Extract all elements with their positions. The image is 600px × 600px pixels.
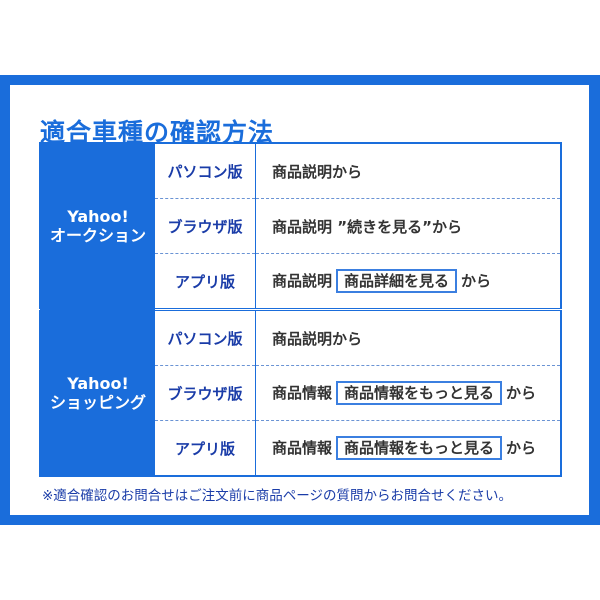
service-name-line2: ショッピング — [49, 393, 146, 412]
blue-frame: 適合車種の確認方法 Yahoo! オークション パソコン版 商品説明から ブラウザ… — [0, 75, 600, 525]
table-row: Yahoo! ショッピング パソコン版 商品説明から — [40, 308, 561, 476]
method-text: 商品情報 商品情報をもっと見る から — [255, 420, 561, 476]
service-name-line1: Yahoo! — [67, 207, 129, 226]
method-table: Yahoo! オークション パソコン版 商品説明から ブラウザ版 商品説明 ”続き… — [39, 142, 562, 477]
platform-label: ブラウザ版 — [155, 365, 256, 421]
table-row: ブラウザ版 商品情報 商品情報をもっと見る から — [40, 365, 561, 421]
platform-label: アプリ版 — [155, 420, 256, 476]
button-label-box: 商品情報をもっと見る — [336, 436, 503, 460]
method-text-main: 商品説明から — [272, 162, 363, 181]
platform-label: パソコン版 — [155, 143, 256, 199]
method-text: 商品情報 商品情報をもっと見る から — [255, 365, 561, 421]
method-text-suffix: から — [506, 384, 537, 402]
method-text-main: 商品説明 ”続きを見る”から — [272, 217, 462, 236]
button-label-box: 商品詳細を見る — [336, 269, 458, 293]
content-panel: 適合車種の確認方法 Yahoo! オークション パソコン版 商品説明から ブラウザ… — [10, 85, 589, 515]
button-label-box: 商品情報をもっと見る — [336, 381, 503, 405]
method-text-suffix: から — [506, 439, 537, 457]
method-text: 商品説明 商品詳細を見る から — [255, 253, 561, 310]
method-text: 商品説明から — [256, 143, 562, 199]
table-row: ブラウザ版 商品説明 ”続きを見る”から — [40, 198, 561, 254]
service-yahoo-shopping: Yahoo! ショッピング — [40, 308, 155, 476]
method-text: 商品説明 ”続きを見る”から — [255, 198, 561, 254]
platform-label: パソコン版 — [155, 308, 256, 366]
service-name-line2: オークション — [49, 226, 146, 245]
method-text-main: 商品情報 — [272, 439, 333, 457]
method-text-main: 商品説明から — [272, 329, 363, 348]
table-row: Yahoo! オークション パソコン版 商品説明から — [40, 143, 562, 310]
platform-label: アプリ版 — [155, 253, 256, 310]
method-text-main: 商品説明 — [272, 272, 333, 290]
footnote: ※適合確認のお問合せはご注文前に商品ページの質問からお問合せください。 — [42, 488, 513, 504]
service-yahoo-auction: Yahoo! オークション — [40, 143, 155, 310]
table-row: アプリ版 商品情報 商品情報をもっと見る から — [40, 420, 561, 476]
table-row: アプリ版 商品説明 商品詳細を見る から — [40, 253, 561, 310]
service-name-line1: Yahoo! — [67, 374, 129, 393]
method-text-main: 商品情報 — [272, 384, 333, 402]
method-text: 商品説明から — [255, 308, 561, 366]
platform-label: ブラウザ版 — [155, 198, 256, 254]
method-text-suffix: から — [461, 272, 492, 290]
